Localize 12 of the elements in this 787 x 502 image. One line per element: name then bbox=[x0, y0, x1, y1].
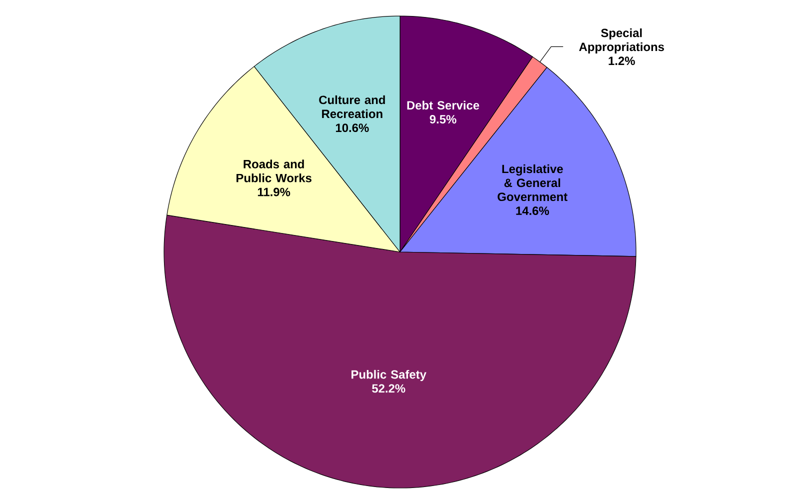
data-label: 11.9% bbox=[258, 188, 290, 196]
data-label: 1.2% bbox=[608, 56, 635, 66]
slice-label: Special Appropriations bbox=[579, 28, 664, 54]
slice-label: Roads and Public Works bbox=[236, 160, 312, 182]
data-label: 9.5% bbox=[430, 115, 456, 124]
slice-label: Debt Service bbox=[407, 100, 480, 110]
slice-label: Culture and Recreation bbox=[319, 95, 385, 118]
slice-label: Public Safety bbox=[352, 370, 426, 382]
data-label: 14.6% bbox=[516, 206, 550, 216]
data-label: 10.6% bbox=[336, 124, 369, 132]
slice-label: Legislative & General Government bbox=[498, 164, 568, 202]
data-label: 52.2% bbox=[372, 384, 406, 393]
